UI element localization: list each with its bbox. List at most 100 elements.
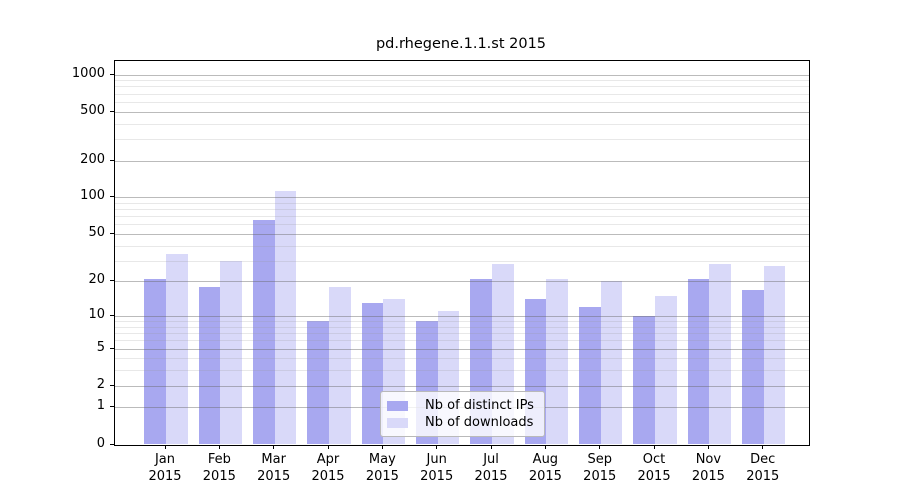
x-tick-month: Apr bbox=[316, 452, 340, 467]
y-tick-mark bbox=[110, 443, 114, 445]
y-minor-gridline bbox=[115, 358, 809, 360]
legend: Nb of distinct IPs Nb of downloads bbox=[380, 391, 545, 437]
x-tick-year: 2015 bbox=[528, 469, 562, 484]
y-minor-gridline bbox=[115, 216, 809, 218]
x-tick-label: Sep 2015 bbox=[572, 451, 628, 485]
x-tick-month: Feb bbox=[207, 452, 231, 467]
y-minor-gridline bbox=[115, 340, 809, 342]
x-tick-label: Oct 2015 bbox=[626, 451, 682, 485]
y-gridline bbox=[115, 160, 809, 162]
x-tick-year: 2015 bbox=[311, 469, 345, 484]
y-tick-mark bbox=[110, 384, 114, 386]
bar-downloads-feb bbox=[220, 260, 243, 445]
bar-distinct-ips-feb bbox=[198, 286, 221, 445]
x-tick-year: 2015 bbox=[691, 469, 725, 484]
x-tick-label: Jul 2015 bbox=[463, 451, 519, 485]
y-minor-gridline bbox=[115, 224, 809, 226]
y-tick-label: 500 bbox=[80, 102, 105, 118]
legend-swatch-downloads bbox=[387, 417, 408, 428]
plot-area: Nb of distinct IPs Nb of downloads bbox=[114, 60, 810, 446]
x-tick-month: May bbox=[368, 452, 396, 467]
x-tick-mark bbox=[490, 445, 492, 449]
y-gridline bbox=[115, 197, 809, 199]
x-tick-mark bbox=[599, 445, 601, 449]
x-tick-label: Jun 2015 bbox=[409, 451, 465, 485]
bar-downloads-apr bbox=[329, 286, 351, 445]
y-tick-label: 1 bbox=[96, 398, 105, 414]
y-tick-mark bbox=[110, 73, 114, 75]
y-tick-label: 1000 bbox=[71, 65, 105, 81]
y-tick-label: 200 bbox=[80, 151, 105, 167]
y-minor-gridline bbox=[115, 202, 809, 204]
x-tick-mark bbox=[544, 445, 546, 449]
y-tick-mark bbox=[110, 347, 114, 349]
x-tick-label: Jan 2015 bbox=[137, 451, 193, 485]
x-tick-month: Jul bbox=[483, 452, 499, 467]
x-tick-month: Mar bbox=[261, 452, 286, 467]
y-minor-gridline bbox=[115, 80, 809, 82]
bar-downloads-jan bbox=[166, 254, 188, 445]
x-tick-year: 2015 bbox=[148, 469, 182, 484]
y-tick-mark bbox=[110, 232, 114, 234]
x-tick-year: 2015 bbox=[637, 469, 671, 484]
x-tick-mark bbox=[381, 445, 383, 449]
legend-item-distinct-ips: Nb of distinct IPs bbox=[387, 397, 537, 414]
y-tick-mark bbox=[110, 196, 114, 198]
y-minor-gridline bbox=[115, 123, 809, 125]
y-minor-gridline bbox=[115, 101, 809, 103]
x-tick-year: 2015 bbox=[365, 469, 399, 484]
y-minor-gridline bbox=[115, 209, 809, 211]
bar-distinct-ips-jan bbox=[144, 278, 166, 445]
x-tick-year: 2015 bbox=[583, 469, 617, 484]
y-minor-gridline bbox=[115, 93, 809, 95]
bar-downloads-mar bbox=[274, 191, 297, 445]
y-tick-mark bbox=[110, 406, 114, 408]
x-tick-mark bbox=[218, 445, 220, 449]
y-gridline bbox=[115, 385, 809, 387]
legend-swatch-distinct-ips bbox=[387, 400, 408, 411]
y-gridline bbox=[115, 74, 809, 76]
y-tick-label: 10 bbox=[88, 307, 105, 323]
x-tick-mark bbox=[164, 445, 166, 449]
chart-title: pd.rhegene.1.1.st 2015 bbox=[375, 36, 547, 52]
x-tick-mark bbox=[707, 445, 709, 449]
x-tick-label: Apr 2015 bbox=[300, 451, 356, 485]
bar-distinct-ips-mar bbox=[252, 220, 275, 445]
y-tick-label: 50 bbox=[88, 224, 105, 240]
bar-distinct-ips-oct bbox=[633, 316, 656, 445]
x-tick-year: 2015 bbox=[257, 469, 291, 484]
x-tick-mark bbox=[762, 445, 764, 449]
x-tick-label: Mar 2015 bbox=[246, 451, 302, 485]
x-tick-month: Jun bbox=[426, 452, 447, 467]
y-minor-gridline bbox=[115, 138, 809, 140]
y-tick-label: 20 bbox=[88, 272, 105, 288]
x-tick-month: Aug bbox=[532, 452, 559, 467]
x-tick-month: Oct bbox=[642, 452, 666, 467]
y-tick-label: 0 bbox=[96, 435, 105, 451]
y-minor-gridline bbox=[115, 326, 809, 328]
bar-downloads-dec bbox=[763, 266, 786, 445]
bar-distinct-ips-may bbox=[361, 303, 384, 445]
x-tick-year: 2015 bbox=[474, 469, 508, 484]
y-gridline bbox=[115, 348, 809, 350]
y-tick-label: 100 bbox=[80, 188, 105, 204]
bar-downloads-oct bbox=[655, 296, 677, 445]
bar-distinct-ips-apr bbox=[307, 321, 329, 445]
legend-item-downloads: Nb of downloads bbox=[387, 414, 537, 431]
y-minor-gridline bbox=[115, 260, 809, 262]
y-tick-label: 5 bbox=[96, 339, 105, 355]
x-tick-year: 2015 bbox=[746, 469, 780, 484]
y-minor-gridline bbox=[115, 333, 809, 335]
legend-label-distinct-ips: Nb of distinct IPs bbox=[425, 398, 534, 413]
x-tick-year: 2015 bbox=[420, 469, 454, 484]
x-tick-month: Dec bbox=[750, 452, 776, 467]
x-tick-mark bbox=[653, 445, 655, 449]
y-minor-gridline bbox=[115, 86, 809, 88]
y-gridline bbox=[115, 281, 809, 283]
bar-downloads-nov bbox=[709, 264, 732, 445]
y-minor-gridline bbox=[115, 321, 809, 323]
bar-downloads-sep bbox=[600, 281, 623, 445]
x-tick-label: May 2015 bbox=[354, 451, 410, 485]
y-tick-mark bbox=[110, 280, 114, 282]
